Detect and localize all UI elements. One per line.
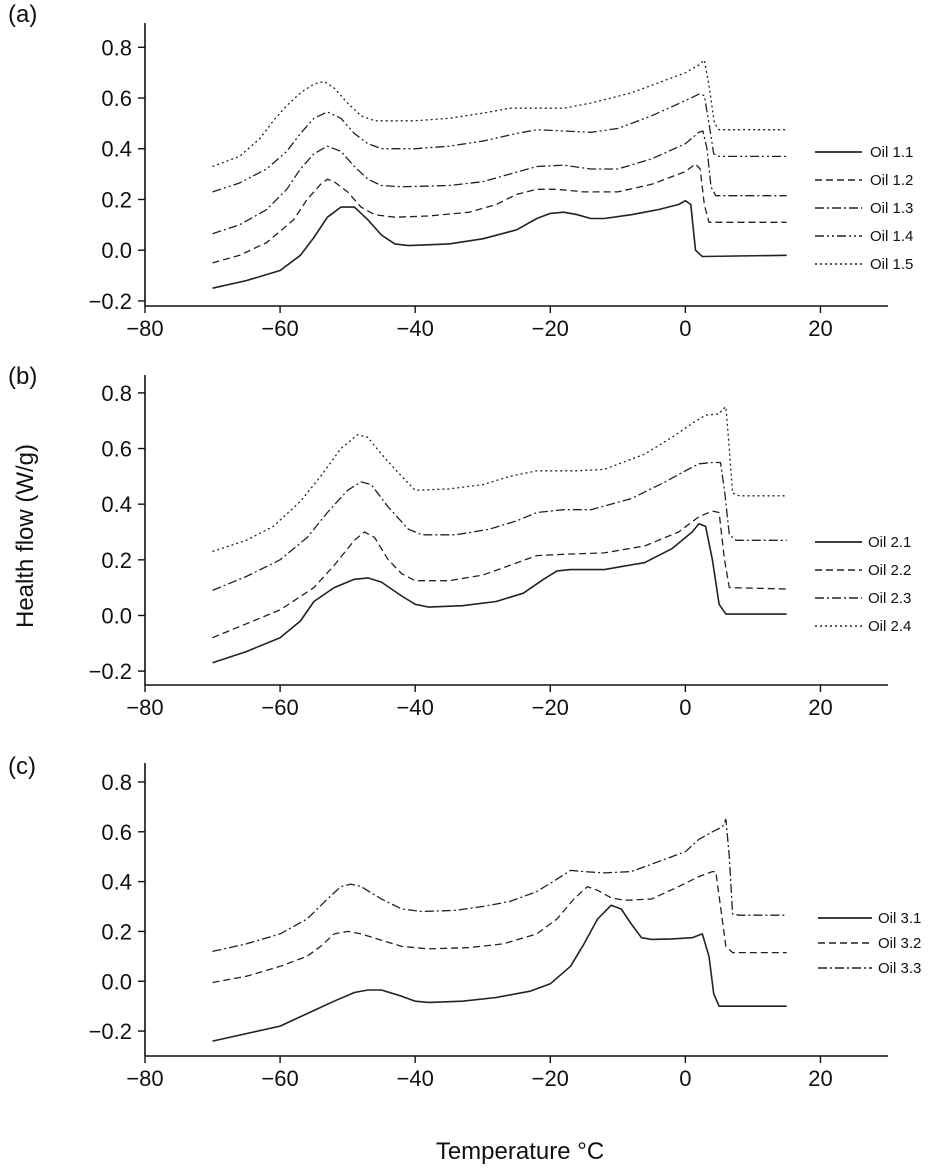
legend-label: Oil 1.2 [870, 172, 913, 189]
x-tick-label: −20 [532, 695, 569, 720]
x-tick-label: 20 [808, 1066, 832, 1091]
series-line-1 [212, 904, 787, 1042]
x-tick-label: 0 [679, 1066, 691, 1091]
y-tick-label: 0.4 [101, 492, 132, 517]
x-tick-label: 0 [679, 695, 691, 720]
legend-label: Oil 3.1 [878, 910, 921, 927]
x-tick-label: −60 [261, 1066, 298, 1091]
chart-panels: (a) −0.2 0.0 0.2 0.4 0.6 0.8 −80 −60 −40 −20 0 20 Oil… [8, 1, 921, 1091]
legend-label: Oil 1.4 [870, 228, 913, 245]
legend-label: Oil 1.3 [870, 200, 913, 217]
y-tick-label: 0.4 [101, 870, 132, 895]
x-tick-label: −60 [261, 695, 298, 720]
series-line-1 [212, 199, 787, 289]
series-line-2 [212, 870, 787, 984]
series-line-3 [212, 461, 787, 592]
y-tick-label: −0.2 [89, 659, 132, 684]
x-tick-label: −80 [126, 1066, 163, 1091]
y-tick-label: 0.6 [101, 86, 132, 111]
x-tick-label: −40 [397, 695, 434, 720]
y-axis-title: Health flow (W/g) [12, 444, 39, 628]
x-tick-label: −20 [532, 316, 569, 341]
legend-label: Oil 2.1 [868, 534, 911, 551]
legend-label: Oil 1.1 [870, 144, 913, 161]
x-tick-label: −40 [397, 1066, 434, 1091]
legend-label: Oil 3.2 [878, 935, 921, 952]
y-tick-label: 0.2 [101, 187, 132, 212]
y-tick-label: −0.2 [89, 289, 132, 314]
x-tick-label: −60 [261, 316, 298, 341]
y-tick-label: −0.2 [89, 1019, 132, 1044]
series-line-5 [212, 59, 787, 168]
panel-2: (b) −0.2 0.0 0.2 0.4 0.6 0.8 −80 −60 −40 −20 0 20 Oil… [8, 363, 911, 720]
series-line-1 [212, 522, 787, 664]
legend-label: Oil 1.5 [870, 256, 913, 273]
panel-label: (a) [8, 1, 37, 28]
legend-label: Oil 3.3 [878, 960, 921, 977]
x-axis-title: Temperature °C [436, 1138, 604, 1165]
y-tick-label: 0.6 [101, 437, 132, 462]
legend-label: Oil 2.2 [868, 562, 911, 579]
y-tick-label: 0.8 [101, 35, 132, 60]
panel-1: (a) −0.2 0.0 0.2 0.4 0.6 0.8 −80 −60 −40 −20 0 20 Oil… [8, 1, 913, 341]
series-line-3 [212, 818, 787, 953]
series-line-2 [212, 510, 787, 639]
x-tick-label: −80 [126, 316, 163, 341]
legend-label: Oil 2.3 [868, 590, 911, 607]
y-tick-label: 0.0 [101, 969, 132, 994]
x-tick-label: −20 [532, 1066, 569, 1091]
y-tick-label: 0.0 [101, 238, 132, 263]
series-line-4 [212, 93, 787, 193]
y-tick-label: 0.4 [101, 137, 132, 162]
y-tick-label: 0.2 [101, 919, 132, 944]
y-tick-label: 0.2 [101, 548, 132, 573]
x-tick-label: −80 [126, 695, 163, 720]
panel-3: (c) −0.2 0.0 0.2 0.4 0.6 0.8 −80 −60 −40 −20 0 20 Oil… [8, 753, 921, 1091]
x-tick-label: 20 [808, 316, 832, 341]
series-line-2 [212, 163, 787, 264]
y-tick-label: 0.0 [101, 603, 132, 628]
x-tick-label: −40 [397, 316, 434, 341]
series-line-3 [212, 130, 787, 235]
x-tick-label: 0 [679, 316, 691, 341]
x-tick-label: 20 [808, 695, 832, 720]
y-tick-label: 0.6 [101, 820, 132, 845]
legend-label: Oil 2.4 [868, 618, 911, 635]
panel-label: (b) [8, 363, 37, 390]
panel-label: (c) [8, 753, 36, 780]
y-tick-label: 0.8 [101, 770, 132, 795]
series-line-4 [212, 406, 787, 553]
y-tick-label: 0.8 [101, 381, 132, 406]
